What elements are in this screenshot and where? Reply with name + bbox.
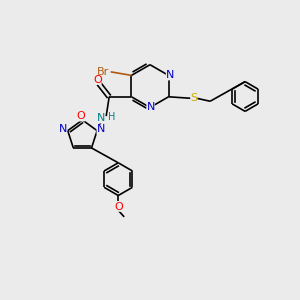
Text: N: N xyxy=(59,124,67,134)
Text: N: N xyxy=(97,113,105,124)
Text: S: S xyxy=(190,93,197,103)
Text: H: H xyxy=(108,112,115,122)
Text: N: N xyxy=(97,124,105,134)
Text: N: N xyxy=(146,103,155,112)
Text: O: O xyxy=(93,75,102,85)
Text: O: O xyxy=(76,111,85,122)
Text: Br: Br xyxy=(97,67,110,77)
Text: O: O xyxy=(114,202,123,212)
Text: N: N xyxy=(166,70,174,80)
